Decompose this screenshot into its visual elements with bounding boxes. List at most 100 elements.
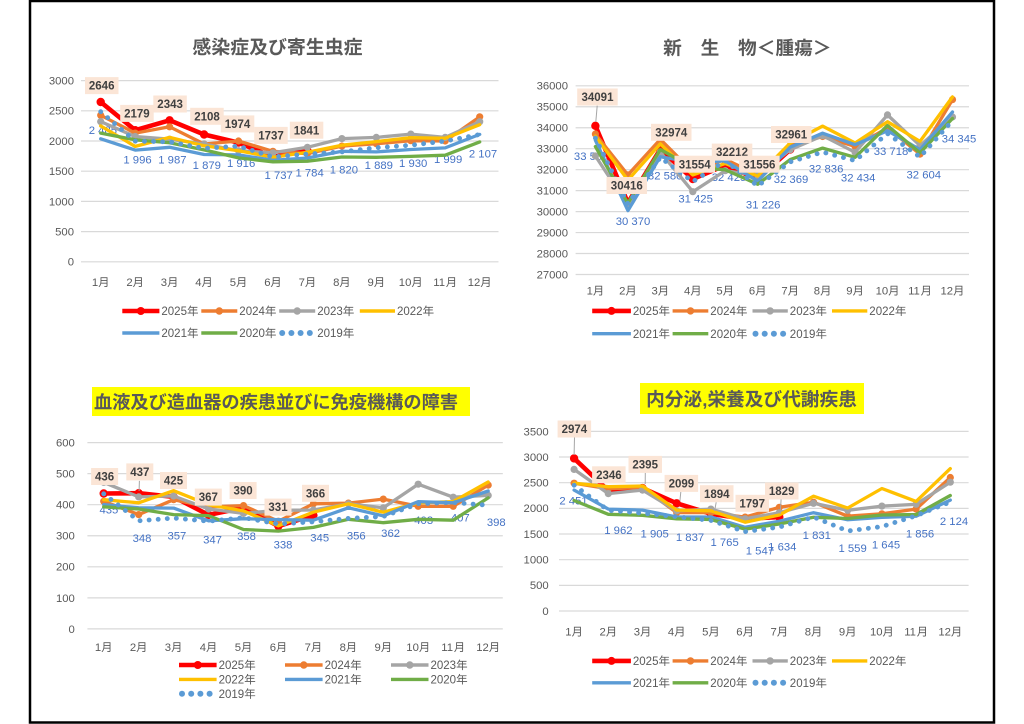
svg-text:7: 7	[781, 286, 787, 298]
svg-text:5: 5	[235, 642, 241, 654]
svg-text:398: 398	[487, 517, 506, 529]
svg-text:338: 338	[274, 539, 293, 551]
svg-text:6: 6	[270, 642, 276, 654]
svg-text:2020: 2020	[431, 675, 457, 687]
svg-text:3000: 3000	[524, 452, 549, 464]
svg-text:200: 200	[56, 562, 75, 574]
svg-text:1 820: 1 820	[330, 165, 358, 177]
svg-text:358: 358	[237, 531, 256, 543]
svg-text:1 737: 1 737	[265, 170, 293, 182]
svg-text:30000: 30000	[537, 207, 568, 219]
svg-text:30416: 30416	[611, 181, 643, 193]
svg-text:12: 12	[941, 286, 954, 298]
svg-text:2019: 2019	[219, 689, 245, 701]
svg-text:33000: 33000	[537, 144, 568, 156]
svg-text:12: 12	[938, 627, 951, 639]
svg-text:32974: 32974	[655, 127, 688, 139]
svg-text:2: 2	[130, 642, 136, 654]
svg-text:2023: 2023	[317, 306, 343, 318]
svg-text:3: 3	[634, 627, 640, 639]
svg-text:3000: 3000	[49, 76, 74, 88]
svg-text:28000: 28000	[537, 248, 568, 260]
svg-text:2646: 2646	[89, 81, 115, 93]
svg-text:35000: 35000	[537, 102, 568, 114]
svg-text:2021: 2021	[161, 328, 187, 340]
svg-text:3: 3	[161, 277, 167, 289]
svg-text:2500: 2500	[49, 106, 74, 118]
svg-text:1 930: 1 930	[399, 158, 427, 170]
svg-text:2346: 2346	[596, 470, 622, 482]
svg-text:2024: 2024	[710, 306, 736, 318]
svg-text:30 370: 30 370	[616, 216, 651, 228]
svg-text:32 434: 32 434	[841, 173, 876, 185]
svg-text:1: 1	[587, 286, 593, 298]
svg-text:357: 357	[167, 530, 186, 542]
svg-text:5: 5	[716, 286, 722, 298]
svg-text:1 634: 1 634	[768, 542, 796, 554]
svg-text:362: 362	[381, 528, 400, 540]
svg-text:436: 436	[95, 472, 114, 484]
svg-text:345: 345	[310, 533, 329, 545]
svg-text:2974: 2974	[562, 424, 588, 436]
svg-text:347: 347	[203, 534, 222, 546]
svg-text:7: 7	[771, 627, 777, 639]
svg-text:2025: 2025	[161, 306, 187, 318]
svg-text:2023: 2023	[790, 656, 816, 668]
svg-text:2108: 2108	[194, 111, 220, 123]
svg-text:7: 7	[305, 642, 311, 654]
svg-text:32 836: 32 836	[809, 163, 844, 175]
svg-text:1 837: 1 837	[676, 532, 704, 544]
svg-text:356: 356	[347, 530, 366, 542]
svg-text:10: 10	[399, 277, 412, 289]
svg-text:31000: 31000	[537, 186, 568, 198]
svg-text:2020: 2020	[710, 329, 736, 341]
svg-text:9: 9	[846, 286, 852, 298]
svg-text:2024: 2024	[239, 306, 265, 318]
svg-text:31 425: 31 425	[678, 193, 713, 205]
svg-text:0: 0	[68, 257, 74, 269]
svg-text:348: 348	[133, 533, 152, 545]
svg-text:0: 0	[542, 606, 548, 618]
svg-text:2023: 2023	[790, 306, 816, 318]
svg-text:367: 367	[199, 492, 218, 504]
svg-text:1 889: 1 889	[365, 160, 393, 172]
svg-text:1000: 1000	[49, 196, 74, 208]
svg-text:32 580: 32 580	[648, 171, 683, 183]
svg-text:1 996: 1 996	[123, 154, 151, 166]
svg-text:11: 11	[433, 277, 445, 289]
svg-text:1 856: 1 856	[906, 529, 934, 541]
svg-text:2: 2	[600, 627, 606, 639]
svg-text:425: 425	[164, 476, 184, 488]
svg-text:1: 1	[95, 642, 101, 654]
svg-text:10: 10	[406, 642, 419, 654]
svg-text:300: 300	[56, 531, 75, 543]
svg-text:390: 390	[234, 486, 253, 498]
svg-text:34091: 34091	[582, 92, 615, 104]
svg-text:5: 5	[702, 627, 708, 639]
svg-text:2179: 2179	[124, 109, 150, 121]
svg-text:32000: 32000	[537, 165, 568, 177]
svg-text:2500: 2500	[524, 478, 549, 490]
svg-text:34000: 34000	[537, 123, 568, 135]
svg-text:11: 11	[904, 627, 916, 639]
svg-text:8: 8	[340, 642, 346, 654]
svg-text:2395: 2395	[632, 460, 658, 472]
svg-text:3500: 3500	[524, 426, 549, 438]
svg-text:1737: 1737	[258, 131, 284, 143]
svg-text:2000: 2000	[49, 136, 74, 148]
svg-text:31554: 31554	[679, 159, 712, 171]
svg-text:2022: 2022	[397, 306, 423, 318]
svg-text:100: 100	[56, 593, 75, 605]
svg-text:1797: 1797	[739, 498, 765, 510]
svg-text:4: 4	[668, 627, 674, 639]
svg-text:9: 9	[375, 642, 381, 654]
svg-text:1 831: 1 831	[803, 530, 831, 542]
svg-text:1974: 1974	[225, 119, 251, 131]
svg-text:29000: 29000	[537, 228, 568, 240]
svg-text:1500: 1500	[49, 166, 74, 178]
svg-text:2019: 2019	[317, 328, 343, 340]
svg-text:11: 11	[908, 286, 920, 298]
svg-text:2 124: 2 124	[940, 516, 968, 528]
svg-text:9: 9	[368, 277, 374, 289]
svg-text:500: 500	[55, 227, 74, 239]
